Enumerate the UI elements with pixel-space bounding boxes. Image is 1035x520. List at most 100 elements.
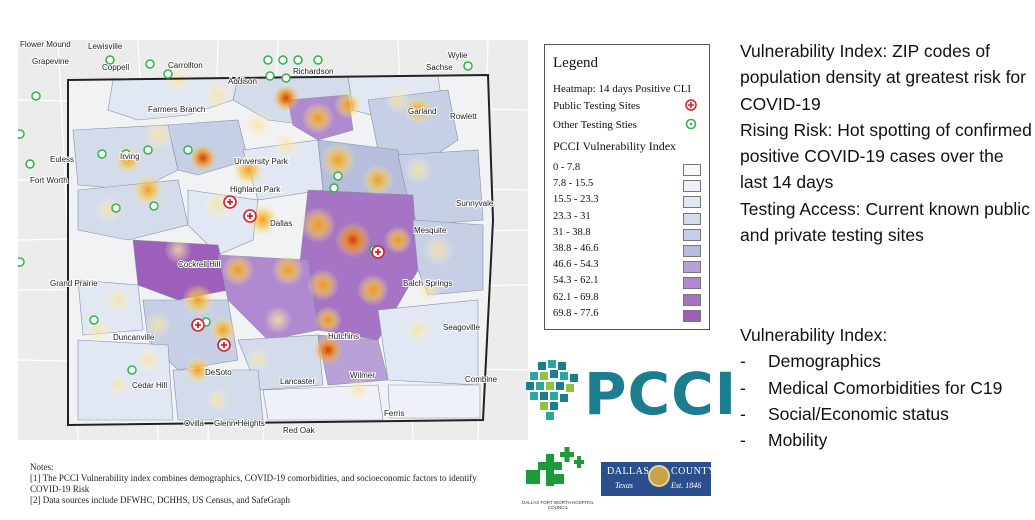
legend-class-swatch (683, 212, 701, 225)
list-item-text: Medical Comorbidities for C19 (768, 377, 1003, 398)
ta-label: Testing Access: (740, 198, 861, 219)
legend-class-label: 31 - 38.8 (553, 226, 591, 238)
legend-other-sites-label: Other Testing Sties (553, 119, 637, 131)
place-label: Glenn Heights (214, 419, 265, 428)
list-item-text: Social/Economic status (768, 403, 949, 424)
heatmap-layer (84, 66, 454, 412)
other-site-icon (685, 118, 697, 130)
notes-line-1b: COVID-19 Risk (30, 484, 90, 494)
county-word: COUNTY (671, 466, 716, 477)
place-label: Seagoville (443, 323, 480, 332)
place-label: Flower Mound (20, 40, 71, 49)
ta-text: Current known public and private testing… (740, 198, 1030, 246)
other-site-marker (293, 55, 303, 65)
place-label: Sachse (426, 63, 453, 72)
legend-class-label: 62.1 - 69.8 (553, 291, 599, 303)
public-site-marker (223, 195, 237, 209)
other-site-marker (149, 201, 159, 211)
place-label: Grapevine (32, 57, 69, 66)
county-border (67, 73, 495, 427)
vi-text: ZIP codes of population density at great… (740, 41, 1026, 114)
legend-class-label: 0 - 7.8 (553, 162, 581, 173)
legend-class-label: 7.8 - 15.5 (553, 178, 594, 190)
map[interactable]: Flower Mound Lewisville Grapevine Coppel… (18, 40, 528, 440)
place-label: Hutchins (328, 332, 359, 341)
place-labels: Flower Mound Lewisville Grapevine Coppel… (19, 40, 499, 436)
bullet-dash: - (740, 430, 746, 451)
rr-text: Hot spotting of confirmed positive COVID… (740, 119, 1032, 193)
public-site-marker (217, 338, 231, 352)
place-label: Richardson (293, 67, 333, 76)
other-site-marker (278, 55, 288, 65)
notes-line-1: [1] The PCCI Vulnerability index combine… (30, 473, 477, 483)
bullet-dash: - (740, 403, 746, 424)
legend-class-swatch (683, 196, 701, 209)
bullet-dash: - (740, 377, 746, 398)
place-label: Wilmer (350, 371, 375, 380)
other-site-marker (313, 55, 323, 65)
description-block: Vulnerability Index: ZIP codes of popula… (740, 38, 1035, 248)
pcci-wordmark: PCCI (584, 360, 738, 428)
place-label: University Park (234, 157, 289, 166)
rr-label: Rising Risk: (740, 119, 833, 140)
place-label: Combine (465, 375, 498, 384)
legend-class-label: 46.6 - 54.3 (553, 259, 599, 271)
legend-class-swatch (683, 293, 701, 306)
other-site-marker (25, 159, 35, 169)
list-item: - Mobility (740, 427, 1035, 453)
place-label: Fort Worth (30, 176, 68, 185)
other-site-marker (89, 315, 99, 325)
public-site-marker (243, 209, 257, 223)
place-label: DeSoto (205, 368, 232, 377)
other-site-marker (105, 55, 115, 65)
place-label: Euless (50, 155, 74, 164)
place-label: Grand Prairie (50, 279, 98, 288)
other-site-marker (97, 149, 107, 159)
place-label: Highland Park (230, 185, 281, 194)
place-label: Duncanville (113, 333, 155, 342)
texas-word: Texas (615, 481, 633, 490)
pcci-logo-mark (526, 360, 578, 420)
legend-class-swatch (683, 228, 701, 241)
legend-class-label: 54.3 - 62.1 (553, 275, 599, 287)
legend-public-sites-label: Public Testing Sites (553, 100, 641, 112)
dfw-hospital-council-logo (526, 447, 584, 486)
public-testing-sites (191, 195, 385, 352)
list-item-text: Mobility (768, 430, 828, 451)
place-label: Irving (120, 152, 140, 161)
other-site-marker (121, 149, 131, 159)
place-label: Red Oak (283, 426, 316, 435)
place-label: Lancaster (280, 377, 315, 386)
place-label: Carrollton (168, 61, 203, 70)
legend-class-swatch (683, 277, 701, 290)
place-label: Coppell (102, 63, 129, 72)
list-item: - Medical Comorbidities for C19 (740, 375, 1035, 401)
legend-class-swatch (683, 261, 701, 274)
place-label: Cedar Hill (132, 381, 167, 390)
list-item: - Demographics (740, 348, 1035, 374)
components-list: Vulnerability Index: - Demographics - Medi… (740, 322, 1035, 453)
public-site-marker (191, 318, 205, 332)
other-site-marker (463, 61, 473, 71)
place-label: Rowlett (450, 112, 477, 121)
place-label: Lewisville (88, 42, 123, 51)
public-site-icon (685, 99, 697, 111)
map-legend: Legend Heatmap: 14 days Positive CLI Pub… (544, 44, 710, 330)
place-label: Wylie (448, 51, 468, 60)
components-title: Vulnerability Index: (740, 325, 888, 345)
dallas-word: DALLAS (607, 466, 650, 477)
other-site-marker (265, 71, 275, 81)
dfw-caption: DALLAS FORT WORTH HOSPITAL COUNCIL (522, 500, 594, 510)
public-site-marker (371, 245, 385, 259)
place-label: Farmers Branch (148, 105, 205, 114)
other-site-marker (263, 55, 273, 65)
legend-class-label: 23.3 - 31 (553, 210, 591, 222)
bullet-dash: - (740, 351, 746, 372)
place-label: Mesquite (414, 226, 447, 235)
other-site-marker (333, 171, 343, 181)
other-site-marker (183, 145, 193, 155)
place-label: Cockrell Hill (178, 260, 220, 269)
established-word: Est. 1846 (671, 481, 702, 490)
other-site-marker (18, 129, 25, 139)
place-label: Addison (228, 77, 257, 86)
